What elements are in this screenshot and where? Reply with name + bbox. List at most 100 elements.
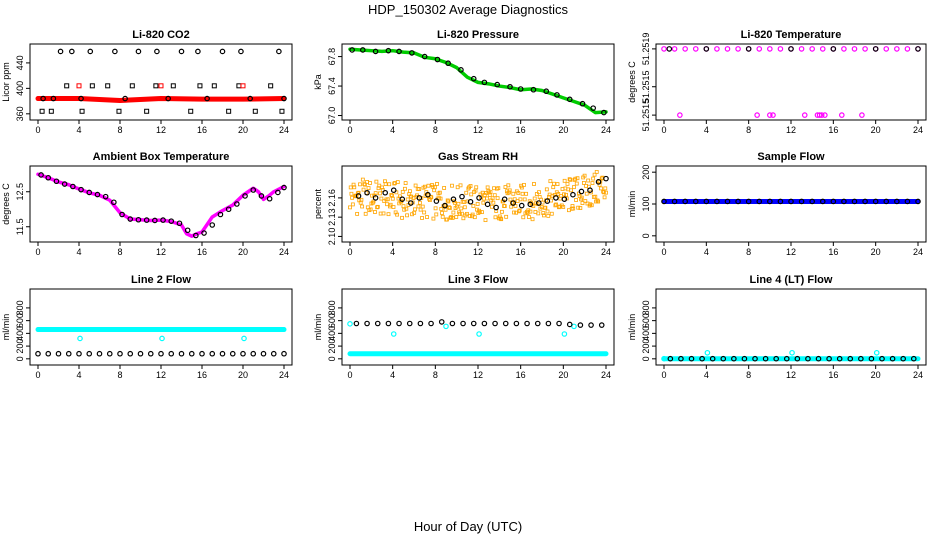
data-point (158, 350, 164, 357)
data-point (374, 320, 381, 327)
scatter-mark (572, 185, 576, 190)
figure-xlabel: Hour of Day (UTC) (414, 519, 522, 534)
scatter-mark (502, 204, 507, 209)
x-tick-label: 0 (35, 125, 40, 135)
scatter-mark (403, 186, 407, 191)
scatter-mark (472, 215, 477, 220)
scatter-mark (569, 188, 573, 193)
data-point (566, 96, 573, 103)
y-tick-label: 100 (641, 196, 651, 211)
data-point (188, 350, 195, 357)
data-point (48, 108, 54, 114)
scatter-mark (522, 197, 527, 202)
data-point (481, 320, 488, 327)
scatter-mark (381, 211, 386, 216)
y-tick-label: 600 (327, 313, 337, 328)
data-point (347, 321, 353, 327)
data-point (250, 350, 257, 357)
data-point (862, 46, 868, 52)
data-point (561, 331, 568, 337)
scatter-mark (451, 210, 456, 215)
data-point (127, 350, 134, 357)
scatter-mark (574, 181, 579, 186)
data-point (894, 46, 900, 52)
data-point (106, 350, 113, 357)
scatter-mark (407, 189, 412, 194)
x-tick-label: 12 (156, 370, 166, 380)
x-tick-label: 24 (279, 247, 289, 257)
x-tick-label: 8 (746, 247, 751, 257)
x-tick-label: 24 (601, 247, 611, 257)
y-axis-label: percent (313, 188, 323, 219)
scatter-mark (589, 203, 594, 208)
data-point (396, 320, 402, 327)
scatter-mark (575, 176, 580, 181)
panel-7: Line 2 Flow ml/min 0 4 8 12 16 20 24 0 20040060080… (1, 274, 293, 380)
panel-9: Line 4 (LT) Flow ml/min 0 4 8 12 16 20 24 0 200400… (627, 274, 927, 380)
data-point (518, 202, 525, 209)
scatter-mark (485, 185, 490, 190)
data-point (105, 83, 111, 89)
series-1 (348, 170, 608, 223)
scatter-mark (480, 190, 485, 195)
series-2 (77, 335, 247, 342)
data-point (111, 199, 117, 206)
data-point (788, 198, 794, 205)
series-3 (353, 319, 605, 328)
data-point (406, 320, 413, 327)
scatter-mark (401, 204, 406, 209)
scatter-mark (375, 205, 379, 210)
data-point (767, 198, 773, 205)
y-axis-label: ml/min (627, 314, 637, 341)
series-2 (677, 112, 865, 118)
x-tick-label: 16 (828, 370, 838, 380)
scatter-mark (360, 177, 365, 182)
data-point (527, 201, 534, 208)
data-point (798, 46, 805, 52)
y-axis-label: Licor ppm (1, 62, 11, 102)
data-point (777, 46, 784, 52)
x-tick-label: 8 (117, 370, 122, 380)
scatter-mark (390, 196, 395, 201)
series-2 (38, 172, 287, 239)
scatter-mark (496, 186, 501, 191)
scatter-mark (602, 195, 607, 200)
data-point (55, 350, 62, 357)
x-tick-label: 8 (433, 125, 438, 135)
data-point (459, 193, 465, 200)
data-point (78, 186, 84, 193)
data-point (805, 355, 811, 362)
x-tick-label: 4 (76, 247, 81, 257)
data-point (709, 355, 716, 362)
scatter-mark (368, 181, 372, 185)
data-point (219, 48, 226, 55)
scatter-mark (521, 215, 526, 220)
y-tick-label: 800 (327, 300, 337, 315)
scatter-mark (530, 217, 535, 222)
scatter-mark (536, 211, 541, 216)
y-tick-label: 2.13 (327, 208, 337, 226)
scatter-mark (553, 203, 558, 208)
y-tick-label: 67.0 (327, 107, 337, 125)
x-tick-label: 16 (197, 370, 207, 380)
scatter-mark (493, 215, 498, 220)
data-point (841, 46, 847, 52)
scatter-mark (439, 207, 444, 211)
x-tick-label: 12 (786, 247, 796, 257)
scatter-mark (378, 191, 382, 196)
scatter-mark (465, 211, 469, 216)
panel-8: Line 3 Flow ml/min 0 4 8 12 16 20 24 0 20040060080… (313, 274, 615, 380)
data-point (281, 184, 287, 191)
scatter-mark (506, 183, 511, 188)
data-point (201, 230, 207, 236)
scatter-mark (456, 201, 461, 206)
data-point (226, 108, 232, 114)
x-tick-label: 20 (238, 370, 248, 380)
data-point (116, 108, 122, 114)
scatter-mark (363, 182, 367, 187)
data-point (682, 198, 688, 205)
y-tick-label: 800 (641, 300, 651, 315)
scatter-mark (604, 190, 608, 195)
data-point (851, 46, 858, 52)
data-point (858, 355, 864, 362)
